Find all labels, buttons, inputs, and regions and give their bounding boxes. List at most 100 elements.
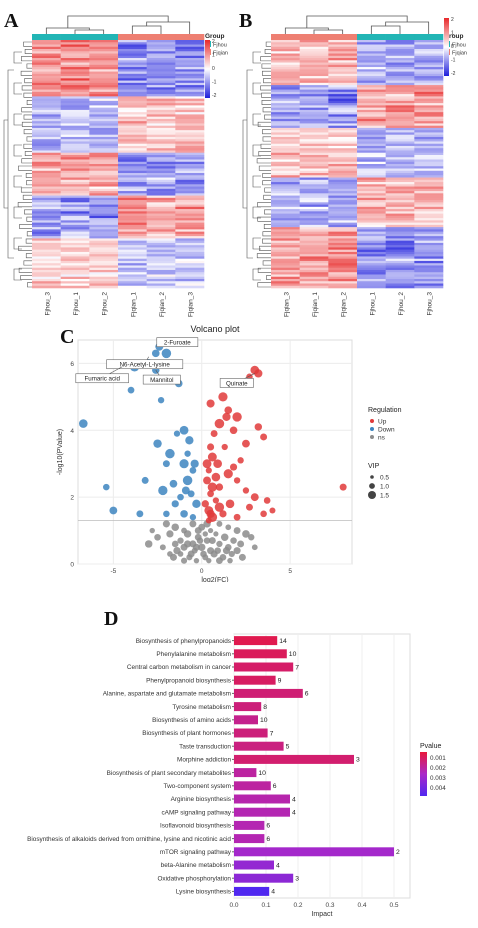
heatmap-cell (146, 132, 176, 135)
heatmap-cell (357, 227, 386, 230)
heatmap-cell (146, 136, 176, 140)
heatmap-cell (89, 78, 119, 81)
heatmap-cell (175, 238, 205, 241)
heatmap-cell (118, 231, 147, 235)
heatmap-cell (385, 177, 415, 181)
heatmap-cell (60, 89, 90, 93)
heatmap-cell (271, 85, 300, 88)
heatmap-cell (32, 254, 61, 257)
heatmap-cell (328, 222, 358, 226)
heatmap-cell (175, 177, 205, 181)
heatmap-cell (89, 121, 119, 124)
heatmap-cell (299, 143, 329, 147)
heatmap-cell (32, 222, 61, 226)
heatmap-cell (32, 220, 61, 223)
heatmap-cell (32, 164, 61, 167)
heatmap-cell (385, 98, 415, 102)
heatmap-cell (32, 269, 61, 273)
heatmap-cell (118, 166, 147, 169)
heatmap-cell (328, 166, 358, 169)
heatmap-cell (299, 121, 329, 124)
heatmap-cell (89, 186, 119, 190)
color-scale-bar (205, 40, 210, 98)
heatmap-cell (385, 112, 415, 115)
heatmap-cell (385, 118, 415, 122)
heatmap-cell (328, 85, 358, 88)
ns-point (230, 537, 237, 544)
heatmap-cell (385, 139, 415, 142)
heatmap-cell (89, 82, 119, 86)
heatmap-cell (60, 60, 90, 63)
heatmap-cell (357, 211, 386, 214)
heatmap-cell (299, 91, 329, 95)
up-point (211, 472, 221, 482)
heatmap-cell (328, 60, 358, 63)
heatmap-cell (146, 134, 176, 138)
heatmap-cell (32, 161, 61, 165)
heatmap-cell (299, 89, 329, 93)
heatmap-cell (89, 100, 119, 104)
heatmap-cell (385, 233, 415, 237)
ns-point (200, 550, 207, 558)
heatmap-cell (271, 256, 300, 259)
heatmap-cell (357, 53, 386, 57)
heatmap-cell (271, 186, 300, 190)
heatmap-cell (32, 141, 61, 145)
heatmap-cell (118, 263, 147, 266)
heatmap-cell (414, 173, 444, 176)
heatmap-cell (328, 260, 358, 264)
volcano-plot: Volcano plot-5 0 50246log2(FC)-log10(PValu… (57, 324, 402, 582)
heatmap-cell (60, 247, 90, 250)
heatmap-cell (271, 213, 300, 217)
category-label: Biosynthesis of plant hormones (142, 730, 231, 737)
heatmap-cell (89, 103, 119, 106)
heatmap-cell (357, 89, 386, 93)
heatmap-cell (414, 249, 444, 253)
heatmap-cell (271, 154, 300, 158)
ns-point (154, 533, 161, 541)
heatmap-cell (328, 227, 358, 230)
heatmap-cell (118, 105, 147, 108)
heatmap-cell (89, 254, 119, 257)
heatmap-cell (299, 184, 329, 187)
heatmap-cell (271, 64, 300, 68)
heatmap-cell (271, 80, 300, 84)
ns-point (162, 520, 170, 528)
heatmap-cell (271, 166, 300, 169)
heatmap-cell (175, 215, 205, 219)
heatmap-cell (414, 272, 444, 275)
heatmap-cell (118, 42, 147, 45)
heatmap-cell (271, 161, 300, 165)
heatmap-cell (414, 148, 444, 151)
ns-point (225, 524, 232, 531)
heatmap-cell (32, 118, 61, 122)
heatmap-cell (60, 238, 90, 241)
heatmap-cell (414, 269, 444, 273)
heatmap-cell (118, 177, 147, 181)
heatmap-cell (271, 145, 300, 149)
heatmap-cell (146, 236, 176, 239)
heatmap-cell (32, 274, 61, 278)
heatmap-cell (60, 130, 90, 133)
heatmap-cell (118, 254, 147, 257)
heatmap-cell (385, 69, 415, 72)
heatmap-cell (118, 157, 147, 160)
heatmap-cell (146, 224, 176, 228)
heatmap-cell (60, 112, 90, 115)
bar-count-label: 4 (271, 889, 275, 896)
heatmap-cell (299, 76, 329, 79)
heatmap-cell (357, 114, 386, 117)
column-label: Fjqian_2 (159, 292, 166, 317)
group-bar-cell (357, 34, 386, 40)
group-bar-cell (175, 34, 205, 40)
heatmap-cell (414, 53, 444, 57)
heatmap-cell (175, 224, 205, 228)
category-label: Arginine biosynthesis (171, 796, 231, 803)
heatmap-cell (146, 276, 176, 280)
heatmap-cell (175, 274, 205, 278)
up-point (254, 369, 263, 378)
heatmap-cell (146, 58, 176, 61)
heatmap-cell (118, 150, 147, 154)
heatmap-cell (60, 177, 90, 181)
heatmap-cell (175, 233, 205, 237)
